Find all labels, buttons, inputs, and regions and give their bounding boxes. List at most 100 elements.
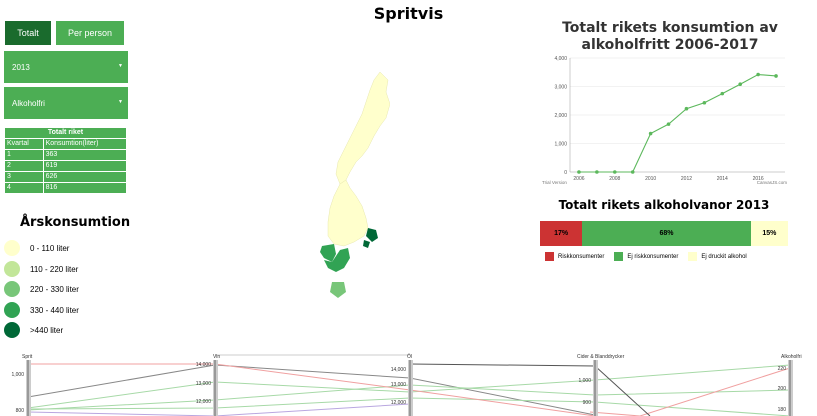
bar-chart-title: Totalt rikets alkoholvanor 2013 [558, 198, 770, 212]
year-select-value: 2013 [12, 62, 30, 72]
data-point [684, 106, 689, 111]
tick-label: 14,000 [391, 367, 407, 373]
watermark-right: CanvasJS.com [757, 180, 788, 185]
table-cell: 1 [4, 149, 44, 161]
table-cell: 626 [42, 171, 128, 183]
column-header-quarter: Kvartal [4, 138, 44, 150]
region-west-coast[interactable] [320, 244, 336, 262]
region-stockholm-islands[interactable] [363, 240, 370, 248]
watermark-left: Trial Version [542, 180, 567, 185]
legend-label: 330 - 440 liter [30, 305, 79, 315]
table-row: 2 619 [4, 160, 128, 172]
polyline[interactable] [27, 364, 596, 416]
segment-not-drunk: 15% [750, 221, 788, 246]
legend-label: >440 liter [30, 325, 64, 335]
chevron-down-icon: ▼ [118, 99, 123, 105]
chevron-down-icon: ▼ [118, 63, 123, 69]
legend-item: 0 - 110 liter [4, 240, 69, 256]
habits-stacked-bar: 17% 68% 15% [540, 221, 788, 246]
consumption-table: Totalt riket Kvartal Konsumtion(liter) 1… [4, 127, 128, 194]
polyline[interactable] [28, 363, 596, 416]
beverage-select[interactable]: Alkoholfri ▼ [4, 87, 128, 119]
sweden-map[interactable] [310, 70, 390, 300]
legend-swatch [4, 302, 20, 318]
axis-label: Öl [407, 353, 412, 360]
legend-item: Ej riskkonsumenter [614, 252, 678, 261]
legend-swatch [545, 252, 554, 261]
data-point [595, 170, 599, 174]
legend-item: 220 - 330 liter [4, 281, 79, 297]
axis-label: Cider & Blanddrycker [577, 354, 625, 360]
legend-label: Ej riskkonsumenter [627, 253, 679, 260]
legend-swatch [4, 281, 20, 297]
tick-label: 1,000 [11, 372, 24, 378]
region-north[interactable] [335, 71, 390, 185]
legend-label: 110 - 220 liter [30, 264, 79, 274]
tick-label: 13,000 [196, 381, 212, 387]
table-cell: 3 [4, 171, 44, 183]
legend-swatch [4, 240, 20, 256]
legend-item: 330 - 440 liter [4, 302, 79, 318]
table-row: 3 626 [4, 171, 128, 183]
year-select[interactable]: 2013 ▼ [4, 51, 128, 83]
tick-label: 200 [778, 386, 787, 392]
legend-swatch [4, 322, 20, 338]
region-stockholm[interactable] [366, 228, 378, 242]
y-tick-label: 2,000 [554, 113, 567, 119]
data-point [774, 74, 778, 78]
legend-label: 220 - 330 liter [30, 284, 79, 294]
table-cell: 816 [42, 182, 128, 194]
table-cell: 363 [42, 149, 128, 161]
parallel-coordinates-chart[interactable]: Sprit Vin Öl Cider & Blanddrycker Alkoho… [0, 350, 817, 416]
x-tick-label: 2014 [717, 176, 728, 182]
tick-label: 1,000 [578, 378, 591, 384]
region-skane[interactable] [330, 282, 346, 298]
data-point [756, 72, 760, 77]
x-tick-label: 2016 [753, 176, 764, 182]
x-tick-label: 2008 [609, 176, 620, 182]
line-chart-title: Totalt rikets konsumtion av alkoholfritt… [546, 20, 794, 54]
axis-label: Alkoholfri [781, 354, 802, 360]
series-line [578, 73, 777, 173]
polyline[interactable] [589, 367, 791, 416]
tick-label: 800 [16, 408, 25, 414]
legend-label: Riskkonsumenter [558, 253, 605, 260]
segment-label: 17% [554, 230, 569, 237]
segment-no-risk: 68% [582, 221, 751, 246]
legend-swatch [688, 252, 698, 261]
legend-title: Årskonsumtion [20, 215, 131, 230]
legend-swatch [4, 261, 20, 277]
data-point [577, 170, 581, 174]
data-point [702, 100, 707, 105]
region-south-west[interactable] [324, 248, 350, 272]
tab-total[interactable]: Totalt [4, 20, 52, 46]
region-middle[interactable] [327, 179, 369, 247]
data-point [630, 170, 635, 174]
table-row: 4 816 [4, 182, 128, 194]
legend-item: Riskkonsumenter [545, 252, 604, 261]
table-cell: 2 [4, 160, 44, 172]
y-tick-label: 0 [564, 170, 567, 176]
tick-label: 13,000 [391, 382, 407, 388]
tab-per-person[interactable]: Per person [55, 20, 125, 46]
tick-label: 180 [778, 407, 787, 413]
x-tick-label: 2012 [681, 176, 692, 182]
tick-label: 14,000 [196, 362, 212, 368]
bar-chart-legend: Riskkonsumenter Ej riskkonsumenter Ej dr… [545, 252, 747, 261]
beverage-select-value: Alkoholfri [12, 98, 45, 108]
tick-label: 12,000 [196, 399, 212, 405]
y-tick-label: 1,000 [554, 142, 567, 148]
legend-item: >440 liter [4, 322, 63, 338]
polyline[interactable] [27, 403, 411, 416]
table-caption: Totalt riket [4, 127, 127, 139]
column-header-consumption: Konsumtion(liter) [42, 138, 128, 150]
segment-risk: 17% [540, 221, 583, 246]
legend-label: Ej druckit alkohol [701, 253, 747, 260]
data-point [648, 131, 653, 136]
axes [26, 360, 793, 416]
data-point [612, 170, 617, 174]
line-chart-title-line1: Totalt rikets konsumtion av [562, 20, 778, 36]
line-chart: 0 1,000 2,000 3,000 4,000 2006 2008 2010 2012 201… [542, 56, 788, 185]
tick-label: 12,000 [391, 400, 407, 406]
